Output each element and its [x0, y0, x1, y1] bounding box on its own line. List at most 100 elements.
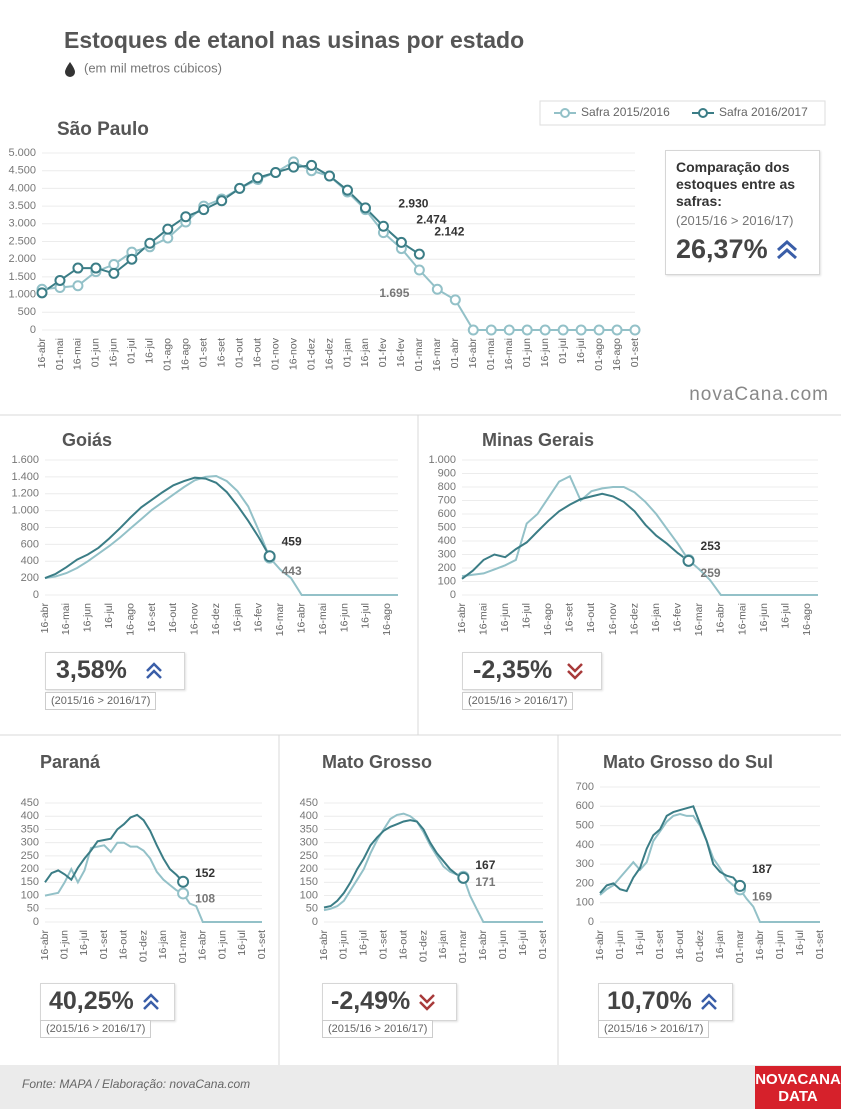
point-marker: [557, 324, 569, 336]
y-tick-label: 0: [588, 916, 594, 928]
point-marker: [629, 324, 641, 336]
x-tick-label: 01-jun: [90, 338, 102, 367]
comparison-box: 40,25%: [40, 983, 175, 1021]
x-tick-label: 01-set: [629, 338, 641, 367]
x-tick-label: 16-jul: [103, 603, 115, 629]
x-tick-label: 16-ago: [180, 338, 192, 371]
point-marker: [177, 887, 190, 900]
x-tick-label: 01-set: [378, 930, 390, 959]
x-tick-label: 01-mar: [413, 338, 425, 372]
brand-bg: [755, 1066, 841, 1109]
series-line: [44, 841, 262, 923]
point-marker: [324, 170, 336, 182]
x-tick-label: 16-abr: [39, 930, 51, 961]
x-tick-label: 16-fev: [253, 602, 265, 632]
x-tick-label: 01-mar: [457, 930, 469, 964]
point-marker: [503, 324, 515, 336]
x-tick-label: 16-dez: [210, 603, 222, 635]
x-tick-label: 16-jul: [517, 930, 529, 956]
point-marker: [611, 324, 623, 336]
point-marker: [108, 267, 120, 279]
x-tick-label: 01-jul: [126, 338, 138, 364]
x-tick-label: 16-jan: [437, 930, 449, 959]
x-tick-label: 16-jun: [338, 603, 350, 632]
point-marker: [108, 259, 120, 271]
comparison-period: (2015/16 > 2016/17): [676, 213, 794, 228]
value-label: 152: [195, 866, 215, 880]
comparison-box: 3,58%: [45, 652, 185, 690]
y-tick-label: 5.000: [8, 147, 36, 159]
x-tick-label: 01-set: [256, 930, 268, 959]
y-tick-label: 900: [438, 467, 456, 479]
x-tick-label: 01-mai: [485, 338, 497, 370]
y-tick-label: 250: [300, 850, 318, 862]
brand: NOVACANA: [755, 1071, 841, 1088]
legend-box: [539, 100, 826, 126]
x-tick-label: 16-abr: [594, 930, 606, 961]
point-marker: [198, 204, 210, 216]
y-tick-label: 450: [300, 797, 318, 809]
drop-icon: [65, 62, 75, 77]
point-marker: [234, 182, 246, 194]
x-tick-label: 01-ago: [162, 338, 174, 371]
y-tick-label: 0: [33, 916, 39, 928]
y-tick-label: 250: [21, 850, 39, 862]
y-tick-label: 150: [21, 876, 39, 888]
y-tick-label: 300: [438, 548, 456, 560]
comparison-box: -2,49%: [322, 983, 457, 1021]
x-tick-label: 01-jun: [614, 930, 626, 959]
x-tick-label: 16-jul: [144, 338, 156, 364]
y-tick-label: 450: [21, 797, 39, 809]
x-tick-label: 01-mar: [734, 930, 746, 964]
point-marker: [306, 159, 318, 171]
y-tick-label: 100: [576, 897, 594, 909]
x-tick-label: 01-dez: [417, 930, 429, 962]
series-line: [323, 812, 543, 923]
series-line: [44, 474, 398, 596]
x-tick-label: 16-mai: [317, 603, 329, 635]
point-marker: [457, 871, 470, 884]
point-marker: [593, 324, 605, 336]
x-tick-label: 01-out: [233, 338, 245, 368]
x-tick-label: 01-dez: [305, 338, 317, 370]
y-tick-label: 0: [33, 589, 39, 601]
x-tick-label: 16-out: [251, 338, 263, 368]
legend-label: Safra 2016/2017: [719, 105, 808, 119]
x-tick-label: 16-abr: [197, 930, 209, 961]
y-tick-label: 3.000: [8, 218, 36, 230]
value-label: 459: [282, 534, 302, 548]
comparison-change: 10,70%: [607, 987, 692, 1015]
comparison-change: -2,49%: [331, 987, 411, 1015]
y-tick-label: 300: [300, 837, 318, 849]
y-tick-label: 800: [21, 521, 39, 533]
x-tick-label: 01-nov: [269, 337, 281, 370]
series-line: [41, 164, 420, 294]
point-marker: [449, 294, 461, 306]
x-tick-label: 16-jun: [108, 338, 120, 367]
y-tick-label: 4.500: [8, 165, 36, 177]
y-tick-label: 1.200: [11, 488, 39, 500]
x-tick-label: 16-out: [585, 603, 597, 633]
legend-label: Safra 2015/2016: [581, 105, 670, 119]
value-label: 259: [701, 566, 721, 580]
y-tick-label: 200: [21, 572, 39, 584]
x-tick-label: 16-abr: [477, 930, 489, 961]
x-tick-label: 16-jul: [575, 338, 587, 364]
x-tick-label: 16-nov: [287, 337, 299, 370]
x-tick-label: 16-jul: [360, 603, 372, 629]
y-tick-label: 1.000: [428, 454, 456, 466]
series-line: [599, 812, 820, 923]
y-tick-label: 700: [576, 781, 594, 793]
x-tick-label: 01-dez: [137, 930, 149, 962]
x-tick-label: 16-mai: [736, 603, 748, 635]
y-tick-label: 200: [438, 562, 456, 574]
x-tick-label: 01-set: [654, 930, 666, 959]
x-tick-label: 16-jul: [358, 930, 370, 956]
y-tick-label: 350: [21, 823, 39, 835]
x-tick-label: 16-abr: [715, 603, 727, 634]
point-marker: [359, 202, 371, 214]
x-tick-label: 01-jun: [216, 930, 228, 959]
value-label: 1.695: [379, 286, 409, 300]
point-marker: [575, 324, 587, 336]
comparison-change: 26,37%: [676, 234, 768, 264]
